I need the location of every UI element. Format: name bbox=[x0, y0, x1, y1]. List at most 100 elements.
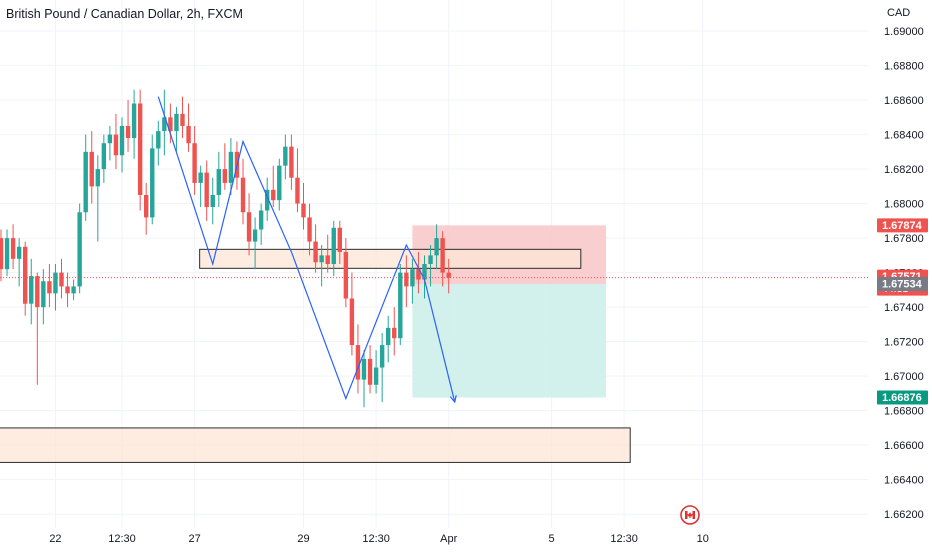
price-tick-label: 1.68600 bbox=[884, 95, 924, 107]
candle-body bbox=[337, 227, 342, 252]
candle-body bbox=[379, 345, 385, 368]
candle-body bbox=[416, 269, 421, 280]
candle bbox=[192, 125, 197, 195]
price-tick-label: 1.68200 bbox=[884, 164, 924, 176]
currency-label: CAD bbox=[887, 7, 911, 19]
candle bbox=[252, 217, 258, 270]
price-tick-label: 1.66200 bbox=[884, 509, 924, 521]
candle bbox=[265, 177, 270, 221]
price-tick-label: 1.67400 bbox=[884, 302, 924, 314]
candle bbox=[4, 229, 10, 277]
price-tick-label: 1.66800 bbox=[884, 406, 924, 418]
candle bbox=[174, 106, 179, 152]
candle bbox=[65, 272, 70, 308]
candle-body bbox=[95, 169, 100, 187]
price-label-text: 1.67874 bbox=[882, 220, 923, 232]
candle-body bbox=[0, 238, 4, 270]
candle-body bbox=[422, 264, 427, 280]
candle bbox=[204, 160, 209, 221]
candle bbox=[162, 89, 167, 156]
price-tick-label: 1.67000 bbox=[884, 371, 924, 383]
time-axis[interactable]: 22 12:30 27 29 12:30 Apr 5 12:30 10 bbox=[49, 533, 709, 545]
zigzag-projection-line bbox=[157, 96, 456, 403]
candle bbox=[379, 333, 385, 403]
candle-body bbox=[313, 241, 318, 263]
candle-body bbox=[295, 177, 300, 204]
candle-body bbox=[355, 345, 361, 380]
candle bbox=[440, 231, 445, 287]
price-label-bg bbox=[877, 277, 928, 292]
candle-body bbox=[59, 272, 64, 287]
candle bbox=[222, 143, 228, 190]
price-label-bg bbox=[877, 218, 928, 233]
candle-body bbox=[107, 134, 113, 144]
price-label-1.67534: 1.67534 bbox=[877, 277, 928, 292]
candle bbox=[446, 258, 451, 294]
candle bbox=[10, 224, 16, 270]
candle bbox=[301, 182, 306, 230]
take-profit-zone bbox=[412, 284, 606, 398]
candle-body bbox=[228, 151, 234, 183]
candle-body bbox=[258, 210, 264, 230]
candle bbox=[89, 131, 94, 204]
time-tick-label: 12:30 bbox=[362, 533, 390, 545]
price-label-bg bbox=[877, 390, 928, 405]
candle bbox=[186, 103, 191, 152]
candle bbox=[180, 96, 185, 139]
candle-body bbox=[301, 203, 306, 218]
candle bbox=[258, 203, 264, 246]
candle-body bbox=[349, 298, 355, 346]
candle-body bbox=[319, 255, 324, 263]
price-axis[interactable]: 1.69000 1.68800 1.68600 1.68400 1.68200 1.680… bbox=[884, 26, 924, 521]
candle-body bbox=[307, 217, 312, 242]
time-tick-label: 12:30 bbox=[108, 533, 136, 545]
candle bbox=[337, 220, 342, 264]
candle bbox=[246, 193, 252, 256]
time-tick-label: 27 bbox=[188, 533, 200, 545]
candle-body bbox=[113, 134, 119, 156]
candle bbox=[367, 345, 373, 394]
candle-body bbox=[29, 276, 34, 304]
candle bbox=[283, 134, 288, 180]
candle bbox=[137, 89, 143, 211]
price-tick-label: 1.68400 bbox=[884, 130, 924, 142]
candle-body bbox=[89, 151, 94, 187]
candle bbox=[331, 220, 336, 277]
candle-body bbox=[373, 367, 379, 385]
price-label-text: 1.67534 bbox=[882, 279, 923, 291]
time-tick-label: 10 bbox=[697, 533, 709, 545]
candle bbox=[240, 158, 246, 225]
candle-body bbox=[440, 238, 445, 273]
candle-body bbox=[10, 238, 16, 259]
price-tick-label: 1.67800 bbox=[884, 233, 924, 245]
candle-body bbox=[4, 238, 10, 270]
candle-body bbox=[265, 189, 270, 211]
candle bbox=[119, 117, 125, 173]
candle bbox=[144, 182, 149, 235]
time-tick-label: 29 bbox=[297, 533, 309, 545]
candle bbox=[59, 258, 64, 299]
candle-body bbox=[198, 172, 203, 183]
candle bbox=[16, 238, 22, 287]
candle-body bbox=[180, 113, 185, 126]
candle bbox=[168, 103, 173, 144]
candle-body bbox=[246, 212, 252, 242]
candle bbox=[434, 224, 439, 270]
candle-body bbox=[47, 281, 52, 294]
candle bbox=[198, 165, 203, 208]
price-label-text: 1.66876 bbox=[882, 392, 922, 404]
drawing-layer bbox=[0, 96, 868, 404]
price-tick-label: 1.68800 bbox=[884, 61, 924, 73]
canada-flag-icon[interactable] bbox=[680, 505, 700, 525]
candle bbox=[131, 89, 137, 159]
candle-body bbox=[144, 194, 149, 218]
candle-body bbox=[71, 286, 76, 294]
candle-body bbox=[271, 189, 276, 201]
candle-body bbox=[446, 272, 451, 278]
candle bbox=[313, 224, 318, 273]
candle-body bbox=[434, 238, 439, 256]
candle bbox=[156, 120, 161, 166]
candle-body bbox=[398, 272, 403, 339]
candle-body bbox=[162, 117, 167, 132]
